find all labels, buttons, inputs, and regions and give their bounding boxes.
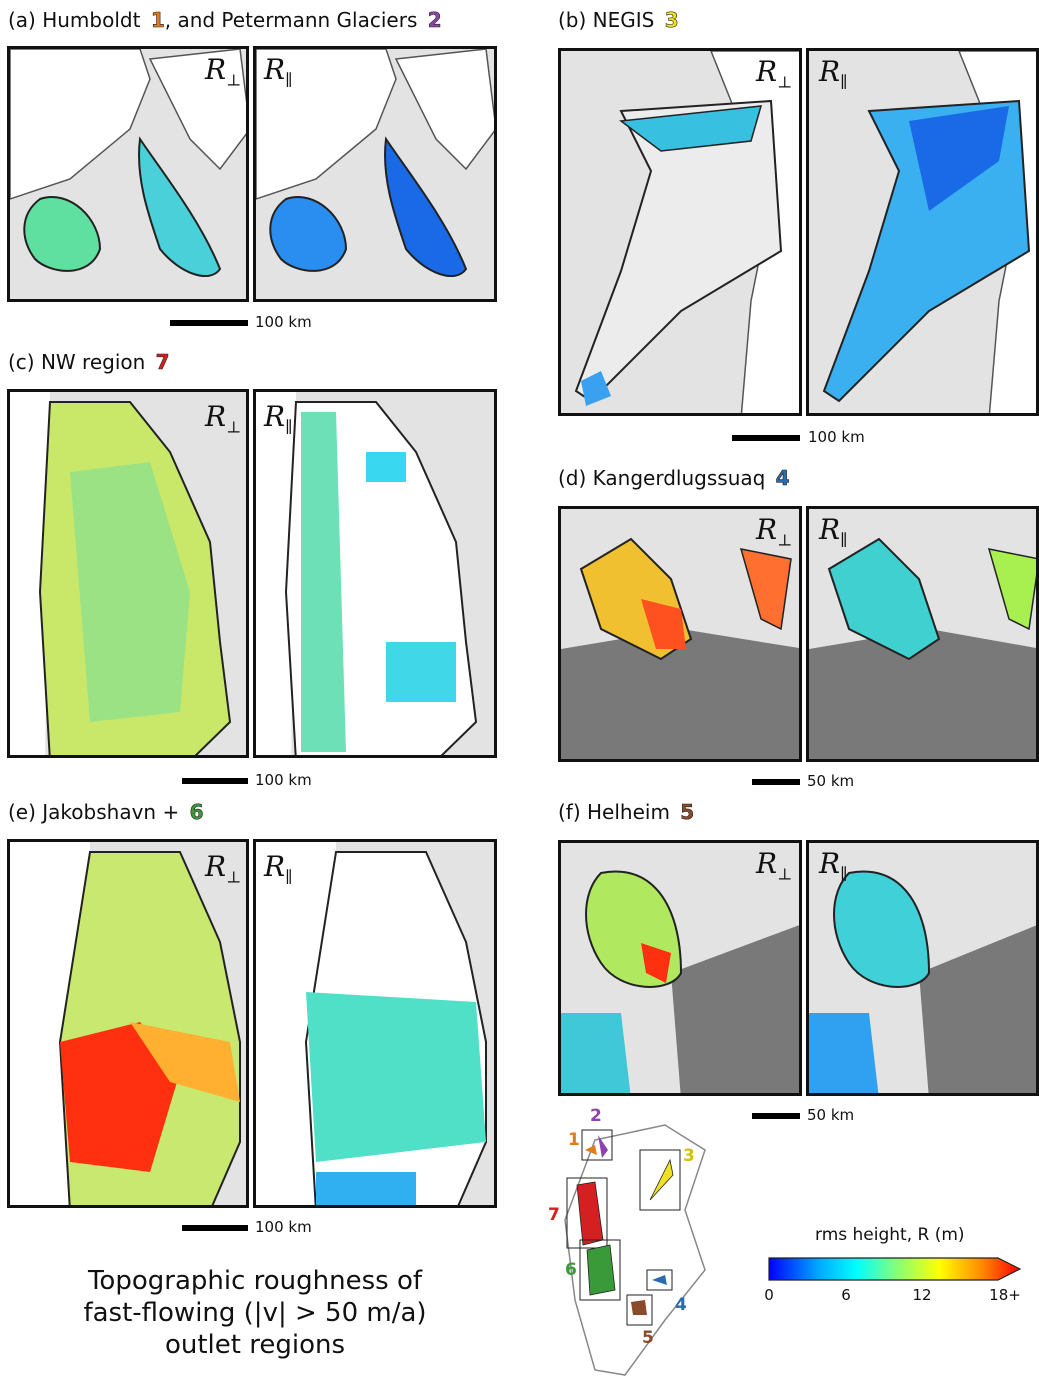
panel-a-title-mid: , and Petermann Glaciers (164, 8, 424, 32)
map-number-5: 5 (642, 1328, 654, 1348)
map-number-1: 1 (568, 1130, 580, 1150)
panel-c-title: (c) NW region 7 (8, 350, 170, 375)
region-3-number: 3 (664, 8, 679, 33)
panel-f-title: (f) Helheim 5 (558, 800, 695, 825)
scale-bar-c (182, 778, 248, 784)
region-6-number: 6 (189, 800, 204, 825)
r-par-label: R∥ (264, 53, 293, 90)
map-number-2: 2 (590, 1106, 602, 1126)
caption-line-3: outlet regions (164, 1330, 346, 1360)
panel-c-title-text: (c) NW region (8, 350, 152, 374)
panel-f-title-text: (f) Helheim (558, 800, 677, 824)
panel-e-title-text: (e) Jakobshavn + (8, 800, 186, 824)
r-perp-label: R⊥ (756, 55, 793, 92)
panel-a-rpar-map: R∥ (253, 46, 497, 302)
panel-f-rpar-map: R∥ (806, 840, 1039, 1096)
panel-b-title-text: (b) NEGIS (558, 8, 661, 32)
scale-bar-d (752, 779, 800, 785)
figure-caption: Topographic roughness of fast-flowing (|… (40, 1265, 470, 1361)
panel-d-title: (d) Kangerdlugssuaq 4 (558, 466, 790, 491)
region-1-number: 1 (150, 8, 166, 33)
colorbar-tick-0: 0 (764, 1286, 774, 1304)
region-5-number: 5 (680, 800, 695, 825)
map-number-7: 7 (548, 1205, 560, 1225)
r-par-label: R∥ (819, 513, 848, 550)
colorbar-tick-12: 12 (912, 1286, 932, 1304)
panel-d-rpar-map: R∥ (806, 506, 1039, 762)
greenland-overview-map (564, 1124, 706, 1376)
r-perp-label: R⊥ (756, 847, 793, 884)
panel-c-rperp-map: R⊥ (7, 389, 249, 758)
panel-e-title: (e) Jakobshavn + 6 (8, 800, 204, 825)
r-par-label: R∥ (264, 400, 293, 437)
scale-label-d: 50 km (807, 772, 855, 790)
scale-bar-b (732, 435, 800, 441)
scale-bar-f (752, 1113, 800, 1119)
colorbar-title: rms height, R (m) (815, 1225, 965, 1245)
scale-label-c: 100 km (255, 771, 312, 789)
region-7-number: 7 (155, 350, 170, 375)
r-perp-label: R⊥ (205, 850, 242, 887)
caption-line-2: fast-flowing (|v| > 50 m/a) (83, 1298, 427, 1328)
region-4-number: 4 (775, 466, 790, 491)
colorbar (768, 1257, 1022, 1281)
panel-e-rpar-map: R∥ (253, 839, 497, 1208)
r-perp-label: R⊥ (205, 53, 242, 90)
panel-b-rperp-map: R⊥ (558, 48, 802, 416)
panel-d-rperp-map: R⊥ (558, 506, 802, 762)
panel-a-title: (a) Humboldt 1, and Petermann Glaciers 2 (8, 8, 442, 33)
panel-b-rpar-map: R∥ (806, 48, 1039, 416)
colorbar-tick-18: 18+ (989, 1286, 1021, 1304)
r-par-label: R∥ (819, 847, 848, 884)
panel-e-rperp-map: R⊥ (7, 839, 249, 1208)
r-par-label: R∥ (819, 55, 848, 92)
scale-label-a: 100 km (255, 313, 312, 331)
map-number-6: 6 (565, 1260, 577, 1280)
colorbar-tick-6: 6 (841, 1286, 851, 1304)
scale-bar-e (182, 1225, 248, 1231)
panel-c-rpar-map: R∥ (253, 389, 497, 758)
region-2-number: 2 (427, 8, 442, 33)
r-par-label: R∥ (264, 850, 293, 887)
scale-label-b: 100 km (808, 428, 865, 446)
panel-a-rperp-map: R⊥ (7, 46, 249, 302)
r-perp-label: R⊥ (205, 400, 242, 437)
panel-f-rperp-map: R⊥ (558, 840, 802, 1096)
panel-b-title: (b) NEGIS 3 (558, 8, 679, 33)
scale-label-e: 100 km (255, 1218, 312, 1236)
panel-a-title-text: (a) Humboldt (8, 8, 147, 32)
caption-line-1: Topographic roughness of (87, 1266, 423, 1296)
r-perp-label: R⊥ (756, 513, 793, 550)
map-number-3: 3 (683, 1146, 695, 1166)
panel-d-title-text: (d) Kangerdlugssuaq (558, 466, 772, 490)
scale-label-f: 50 km (807, 1106, 855, 1124)
scale-bar-a (170, 320, 248, 326)
map-number-4: 4 (675, 1295, 687, 1315)
